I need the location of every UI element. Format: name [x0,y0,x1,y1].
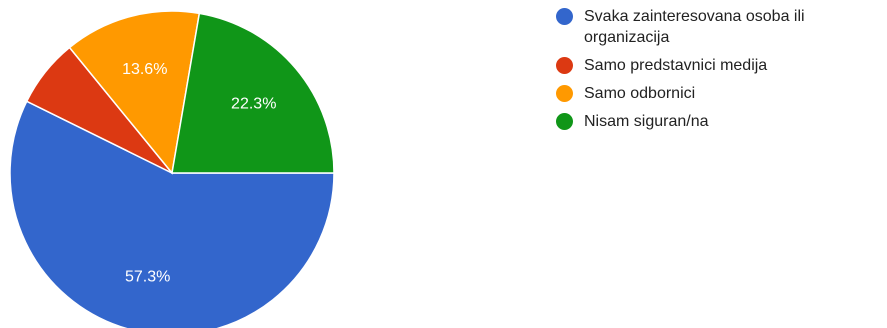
legend-label: Samo odbornici [584,85,696,102]
pie-slice-2[interactable] [68,10,201,175]
legend-label: Samo predstavnici medija [584,57,768,74]
legend-item-any-interested-person[interactable]: Svaka zainteresovana osoba ili organizac… [556,6,881,48]
legend-swatch-blue [556,8,573,25]
legend-swatch-orange [556,85,573,102]
pie-chart: 57.3% 13.6% 22.3% [9,10,335,328]
legend-item-not-sure[interactable]: Nisam siguran/na [556,111,881,132]
legend-swatch-red [556,57,573,74]
pie-slice-3[interactable] [171,12,335,174]
slice-label-3: 22.3% [231,95,276,112]
legend-label: Nisam siguran/na [584,113,709,130]
legend-item-councillors-only[interactable]: Samo odbornici [556,83,881,104]
legend-swatch-green [556,113,573,130]
slice-label-0: 57.3% [125,268,170,285]
legend-label: Svaka zainteresovana osoba ili organizac… [584,8,805,46]
legend-item-media-only[interactable]: Samo predstavnici medija [556,55,881,76]
chart-legend: Svaka zainteresovana osoba ili organizac… [556,6,881,139]
slice-label-2: 13.6% [122,61,167,78]
pie-slice-0[interactable] [9,100,335,328]
